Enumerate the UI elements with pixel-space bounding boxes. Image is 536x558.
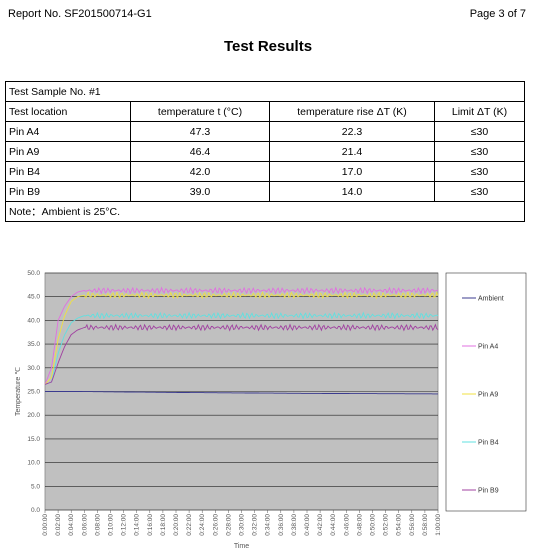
- cell-temperature: 47.3: [130, 121, 270, 142]
- cell-rise: 14.0: [269, 181, 435, 202]
- cell-temperature: 39.0: [130, 181, 270, 202]
- x-tick-label: 0:36:00: [278, 514, 285, 536]
- x-tick-label: 0:42:00: [317, 514, 324, 536]
- x-tick-label: 0:44:00: [330, 514, 337, 536]
- x-tick-label: 1:00:00: [435, 514, 442, 536]
- x-tick-label: 0:32:00: [252, 514, 259, 536]
- col-header-location: Test location: [5, 101, 131, 122]
- y-tick-label: 45.0: [27, 294, 40, 301]
- x-tick-label: 0:28:00: [225, 514, 232, 536]
- cell-location: Pin A4: [5, 121, 131, 142]
- x-tick-label: 0:20:00: [173, 514, 180, 536]
- y-tick-label: 25.0: [27, 389, 40, 396]
- x-tick-label: 0:22:00: [186, 514, 193, 536]
- x-tick-label: 0:08:00: [94, 514, 101, 536]
- x-tick-label: 0:18:00: [160, 514, 167, 536]
- page-number: Page 3 of 7: [469, 8, 526, 20]
- x-tick-label: 0:10:00: [108, 514, 115, 536]
- x-tick-label: 0:52:00: [383, 514, 390, 536]
- cell-temperature: 46.4: [130, 141, 270, 162]
- table-row: Pin B4 42.0 17.0 ≤30: [5, 161, 525, 182]
- y-tick-label: 35.0: [27, 341, 40, 348]
- series-line-pin-a4: [44, 286, 439, 385]
- y-tick-label: 0.0: [31, 507, 40, 514]
- x-tick-label: 0:46:00: [343, 514, 350, 536]
- x-tick-label: 0:48:00: [356, 514, 363, 536]
- x-tick-label: 0:00:00: [42, 514, 49, 536]
- temperature-chart: 0.0 5.0 10.0 15.0 20.0 25.0 30.0 35.0 40.0 45.0 50…: [15, 270, 527, 550]
- cell-limit: ≤30: [434, 141, 525, 162]
- cell-location: Pin B9: [5, 181, 131, 202]
- y-tick-label: 40.0: [27, 317, 40, 324]
- x-tick-label: 0:38:00: [291, 514, 298, 536]
- series-line-ambient: [45, 391, 438, 395]
- legend-entry: Pin B4: [478, 440, 499, 447]
- table-row: Pin A9 46.4 21.4 ≤30: [5, 141, 525, 162]
- cell-location: Pin B4: [5, 161, 131, 182]
- col-header-rise: temperature rise ΔT (K): [269, 101, 435, 122]
- x-tick-label: 0:24:00: [199, 514, 206, 536]
- x-tick-label: 0:34:00: [265, 514, 272, 536]
- x-tick-label: 0:02:00: [55, 514, 62, 536]
- cell-temperature: 42.0: [130, 161, 270, 182]
- legend-box: [445, 272, 527, 512]
- x-tick-label: 0:54:00: [396, 514, 403, 536]
- y-tick-label: 20.0: [27, 412, 40, 419]
- series-line-pin-a9: [44, 291, 439, 385]
- cell-location: Pin A9: [5, 141, 131, 162]
- table-note: Note：Ambient is 25°C.: [5, 201, 525, 222]
- table-row: Pin B9 39.0 14.0 ≤30: [5, 181, 525, 202]
- cell-limit: ≤30: [434, 121, 525, 142]
- legend-entry: Pin B9: [478, 488, 499, 495]
- y-tick-label: 30.0: [27, 365, 40, 372]
- x-tick-label: 0:16:00: [147, 514, 154, 536]
- x-tick-label: 0:14:00: [134, 514, 141, 536]
- col-header-temperature: temperature t (°C): [130, 101, 270, 122]
- cell-limit: ≤30: [434, 161, 525, 182]
- report-number: Report No. SF201500714-G1: [8, 8, 152, 20]
- x-tick-label: 0:58:00: [422, 514, 429, 536]
- test-sample-cell: Test Sample No. #1: [5, 81, 525, 102]
- page-title: Test Results: [223, 38, 313, 55]
- y-tick-label: 50.0: [27, 270, 40, 277]
- cell-rise: 21.4: [269, 141, 435, 162]
- y-axis-label: Temperature ℃: [15, 367, 22, 416]
- results-table: Test Sample No. #1 Test location tempera…: [5, 81, 525, 222]
- legend-entry: Pin A4: [478, 344, 498, 351]
- x-axis-label: Time: [234, 543, 249, 550]
- cell-rise: 22.3: [269, 121, 435, 142]
- x-tick-label: 0:26:00: [212, 514, 219, 536]
- series-line-pin-b9: [44, 323, 439, 385]
- x-tick-label: 0:06:00: [81, 514, 88, 536]
- legend-entry: Pin A9: [478, 392, 498, 399]
- table-row: Pin A4 47.3 22.3 ≤30: [5, 121, 525, 142]
- x-tick-label: 0:12:00: [121, 514, 128, 536]
- x-tick-label: 0:40:00: [304, 514, 311, 536]
- x-tick-label: 0:30:00: [239, 514, 246, 536]
- legend-entry: Ambient: [478, 296, 504, 303]
- y-tick-label: 5.0: [31, 483, 40, 490]
- x-tick-label: 0:50:00: [370, 514, 377, 536]
- col-header-limit: Limit ΔT (K): [434, 101, 525, 122]
- cell-rise: 17.0: [269, 161, 435, 182]
- series-line-pin-b4: [44, 311, 439, 385]
- y-tick-label: 15.0: [27, 436, 40, 443]
- x-tick-label: 0:04:00: [68, 514, 75, 536]
- x-tick-label: 0:56:00: [409, 514, 416, 536]
- y-tick-label: 10.0: [27, 460, 40, 467]
- cell-limit: ≤30: [434, 181, 525, 202]
